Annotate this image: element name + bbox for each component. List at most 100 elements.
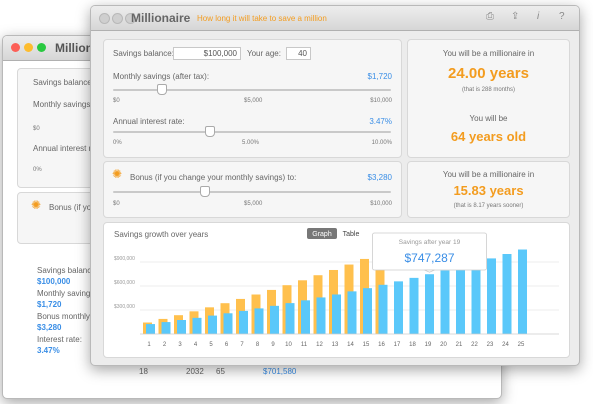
x-tick-label: 15 bbox=[363, 342, 370, 348]
bar bbox=[425, 274, 434, 334]
share-icon[interactable]: ⇪ bbox=[511, 11, 520, 22]
label: Monthly savings ( bbox=[33, 100, 96, 109]
slider-thumb[interactable] bbox=[157, 84, 167, 95]
label: Savings balance: bbox=[33, 78, 94, 87]
x-tick-label: 12 bbox=[316, 342, 323, 348]
bar bbox=[347, 291, 357, 334]
bar bbox=[146, 324, 155, 334]
summary-label: Monthly savings: bbox=[37, 289, 97, 298]
tab-selected[interactable] bbox=[307, 228, 337, 239]
zoom[interactable] bbox=[37, 43, 46, 52]
tab[interactable]: Graph bbox=[312, 231, 332, 238]
bar bbox=[518, 249, 527, 334]
help-icon[interactable]: ? bbox=[559, 11, 565, 22]
result-age: 64 years old bbox=[450, 129, 527, 144]
bar bbox=[161, 322, 171, 334]
bar bbox=[239, 310, 248, 334]
main-window: Millionaire How long it will take to sav… bbox=[90, 5, 580, 366]
summary-value: $100,000 bbox=[37, 277, 71, 286]
scale-label: $0 bbox=[113, 201, 120, 207]
bar bbox=[394, 281, 403, 334]
bar bbox=[177, 320, 186, 334]
bar bbox=[378, 284, 388, 334]
result-panel: You will be a millionaire in 24.00 years… bbox=[407, 39, 570, 158]
chart: Savings growth over years Graph Table $3… bbox=[114, 228, 559, 348]
x-tick-label: 20 bbox=[440, 342, 447, 348]
slider-thumb[interactable] bbox=[205, 126, 215, 137]
result-text: You will be a millionaire in bbox=[442, 49, 535, 58]
scale-label: 5.00% bbox=[242, 140, 260, 146]
bar bbox=[285, 303, 295, 334]
slider-label: $0 bbox=[33, 126, 40, 132]
slider-thumb[interactable] bbox=[200, 186, 210, 197]
label: Bonus (if you change your monthly saving… bbox=[130, 173, 297, 182]
x-tick-label: 17 bbox=[394, 342, 401, 348]
x-tick-label: 16 bbox=[378, 342, 385, 348]
result-years: 24.00 years bbox=[448, 65, 529, 82]
scale-label: $0 bbox=[113, 98, 120, 104]
bar bbox=[502, 254, 512, 334]
result-note: (that is 8.17 years sooner) bbox=[453, 203, 524, 209]
savings-input[interactable]: $100,000 bbox=[173, 47, 241, 60]
zoom[interactable] bbox=[125, 13, 136, 24]
bar bbox=[208, 315, 217, 334]
x-tick-label: 14 bbox=[347, 342, 354, 348]
bar bbox=[270, 305, 279, 334]
summary-value: $3,280 bbox=[37, 323, 62, 332]
slider-track[interactable] bbox=[113, 191, 391, 193]
scale-label: $10,000 bbox=[370, 201, 392, 207]
summary-label: Interest rate: bbox=[37, 335, 82, 344]
print-icon[interactable]: ⎙ bbox=[486, 11, 494, 22]
x-tick-label: 23 bbox=[487, 342, 494, 348]
x-tick-label: 21 bbox=[456, 342, 463, 348]
result-years: 15.83 years bbox=[453, 183, 524, 198]
x-tick-label: 4 bbox=[194, 342, 198, 348]
chart-panel: Savings growth over years Graph Table $3… bbox=[103, 222, 570, 358]
label: Monthly savings (after tax): bbox=[113, 72, 210, 81]
bar bbox=[471, 262, 481, 334]
x-tick-label: 1 bbox=[147, 342, 151, 348]
summary-value: $1,720 bbox=[37, 300, 62, 309]
info-icon[interactable]: i bbox=[537, 11, 540, 22]
table-cell: $701,580 bbox=[263, 367, 297, 376]
y-tick-label: $600,000 bbox=[114, 280, 135, 286]
tab[interactable]: Table bbox=[343, 231, 360, 238]
scale-label: $10,000 bbox=[370, 98, 392, 104]
age-input[interactable]: 40 bbox=[286, 47, 311, 60]
bulb-icon: ✺ bbox=[31, 198, 42, 212]
y-tick-label: $300,000 bbox=[114, 304, 135, 310]
result-note: (that is 288 months) bbox=[461, 87, 516, 93]
tooltip: Savings after year 19 $747,287 bbox=[372, 232, 487, 273]
label: Your age: bbox=[247, 49, 281, 58]
x-tick-label: 6 bbox=[225, 342, 229, 348]
tooltip-title: Savings after year 19 bbox=[399, 239, 461, 246]
bar bbox=[363, 288, 372, 334]
slider-track[interactable] bbox=[113, 89, 391, 91]
tooltip-value: $747,287 bbox=[404, 251, 454, 265]
scale-label: 0% bbox=[113, 140, 122, 146]
summary-label: Savings balance: bbox=[37, 266, 98, 275]
close[interactable] bbox=[99, 13, 110, 24]
bonus-panel: ✺ Bonus (if you change your monthly savi… bbox=[103, 161, 402, 218]
bar bbox=[301, 300, 310, 334]
x-tick-label: 22 bbox=[471, 342, 478, 348]
x-tick-label: 3 bbox=[178, 342, 182, 348]
y-tick-label: $900,000 bbox=[114, 256, 135, 262]
x-tick-label: 8 bbox=[256, 342, 260, 348]
value: $1,720 bbox=[367, 72, 392, 81]
tooltip-pointer bbox=[424, 269, 435, 273]
x-tick-label: 13 bbox=[332, 342, 339, 348]
label: Savings balance: bbox=[113, 49, 174, 58]
inputs-panel: Savings balance: $100,000 Your age: 40 M… bbox=[103, 39, 402, 158]
close[interactable] bbox=[11, 43, 20, 52]
minimize[interactable] bbox=[24, 43, 33, 52]
minimize[interactable] bbox=[112, 13, 123, 24]
table-cell: 65 bbox=[216, 367, 225, 376]
scale-label: $5,000 bbox=[244, 201, 263, 207]
bar bbox=[456, 266, 465, 334]
x-tick-label: 9 bbox=[271, 342, 275, 348]
result-text: You will be a millionaire in bbox=[442, 170, 535, 179]
slider-track[interactable] bbox=[113, 131, 391, 133]
title-bar: Millionaire How long it will take to sav… bbox=[91, 6, 579, 31]
chart-title: Savings growth over years bbox=[114, 230, 208, 239]
